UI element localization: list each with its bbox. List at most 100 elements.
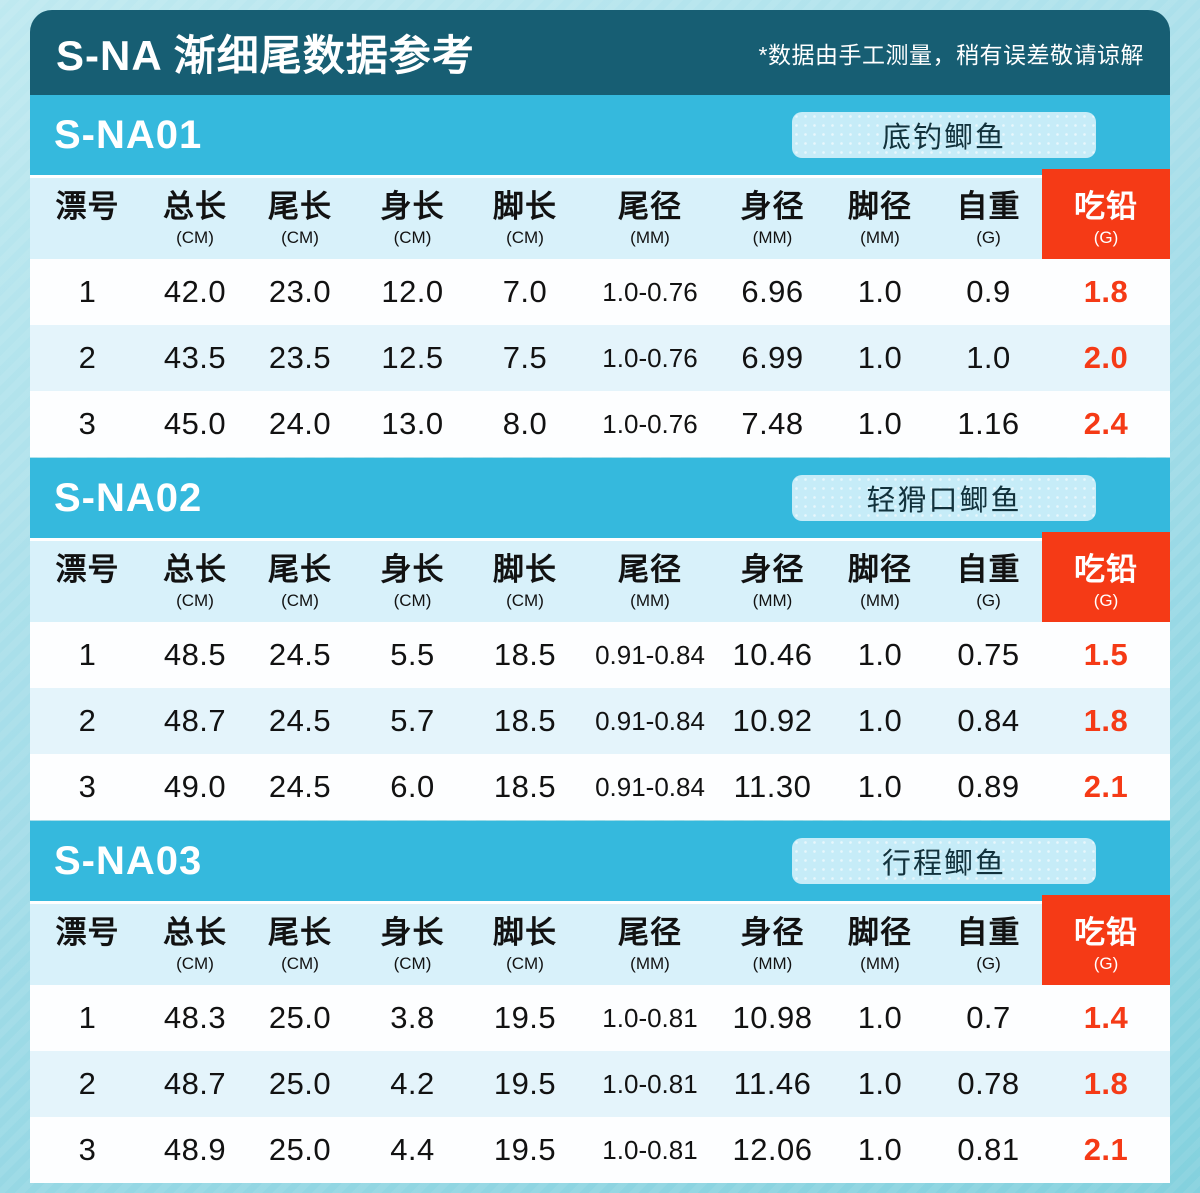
table-cell: 2.4 <box>1083 406 1129 441</box>
table-cell: 1.0-0.76 <box>602 276 698 307</box>
column-header-4: 脚长 (CM) <box>470 541 580 622</box>
section-header: S-NA03 行程鲫鱼 <box>30 821 1170 901</box>
column-label: 自重 <box>956 552 1021 588</box>
fish-type-badge: 行程鲫鱼 <box>792 838 1096 884</box>
table-cell: 24.5 <box>268 703 332 738</box>
table-cell: 45.0 <box>163 406 227 441</box>
column-label: 身径 <box>740 552 805 588</box>
section-s-na03: S-NA03 行程鲫鱼 漂号 总长 (CM) 尾长 (CM) 身长 (CM) 脚… <box>30 821 1170 1183</box>
table-cell: 2.1 <box>1083 1132 1129 1167</box>
section-header: S-NA01 底钓鲫鱼 <box>30 95 1170 175</box>
fish-type-badge: 底钓鲫鱼 <box>792 112 1096 158</box>
column-header-4: 脚长 (CM) <box>470 904 580 985</box>
table-cell: 5.7 <box>390 703 435 738</box>
column-unit: (G) <box>976 227 1001 247</box>
column-header-1: 总长 (CM) <box>145 178 245 259</box>
table-cell: 1.0-0.81 <box>602 1134 698 1165</box>
column-unit: (G) <box>1093 227 1119 247</box>
column-label: 脚长 <box>493 189 557 225</box>
column-header-lead-capacity: 吃铅 (G) <box>1042 532 1170 622</box>
table-cell: 1.8 <box>1083 274 1129 309</box>
section-s-na01: S-NA01 底钓鲫鱼 漂号 总长 (CM) 尾长 (CM) 身长 (CM) 脚… <box>30 95 1170 457</box>
column-label: 自重 <box>956 915 1021 951</box>
column-unit: (MM) <box>860 953 900 973</box>
table-row: 3 48.9 25.0 4.4 19.5 1.0-0.81 12.06 1.0 0.81 2.1 <box>30 1117 1170 1183</box>
table-cell: 5.5 <box>390 637 435 672</box>
table-cell: 0.91-0.84 <box>595 705 705 736</box>
table-cell: 1.16 <box>957 406 1020 441</box>
table-cell: 48.7 <box>163 703 227 738</box>
column-label: 总长 <box>163 189 227 225</box>
column-label: 身长 <box>380 189 445 225</box>
table-row: 1 48.3 25.0 3.8 19.5 1.0-0.81 10.98 1.0 0.7 1.4 <box>30 985 1170 1051</box>
column-header-7: 脚径 (MM) <box>825 178 935 259</box>
column-header-1: 总长 (CM) <box>145 904 245 985</box>
column-unit: (MM) <box>860 590 900 610</box>
column-label: 漂号 <box>55 552 120 588</box>
column-header-3: 身长 (CM) <box>355 541 470 622</box>
column-unit: (G) <box>976 953 1001 973</box>
column-header-2: 尾长 (CM) <box>245 541 355 622</box>
column-label: 吃铅 <box>1074 552 1138 588</box>
column-unit: (CM) <box>281 227 319 247</box>
table-cell: 2 <box>78 703 97 738</box>
table-cell: 7.5 <box>502 340 548 375</box>
column-label: 尾径 <box>618 552 682 588</box>
table-cell: 43.5 <box>163 340 227 375</box>
page-title: S-NA 渐细尾数据参考 <box>56 32 475 79</box>
column-label: 脚径 <box>848 915 912 951</box>
column-unit: (CM) <box>506 227 544 247</box>
table-cell: 4.2 <box>390 1066 435 1101</box>
column-header-6: 身径 (MM) <box>720 541 825 622</box>
column-header-5: 尾径 (MM) <box>580 541 720 622</box>
table-cell: 48.9 <box>163 1132 227 1167</box>
table-row: 3 45.0 24.0 13.0 8.0 1.0-0.76 7.48 1.0 1.16 2.4 <box>30 391 1170 457</box>
table-cell: 0.7 <box>966 1000 1011 1035</box>
column-label: 脚长 <box>493 915 557 951</box>
table-cell: 0.81 <box>957 1132 1020 1167</box>
table-cell: 2 <box>78 1066 97 1101</box>
table-cell: 18.5 <box>493 703 557 738</box>
column-label: 吃铅 <box>1074 189 1138 225</box>
column-label: 脚径 <box>848 189 912 225</box>
table-cell: 12.06 <box>732 1132 813 1167</box>
table-cell: 12.0 <box>381 274 444 309</box>
table-cell: 11.46 <box>733 1066 812 1101</box>
table-cell: 1.0 <box>857 1066 903 1101</box>
table-cell: 1.8 <box>1083 1066 1129 1101</box>
table-cell: 6.99 <box>741 340 804 375</box>
section-header: S-NA02 轻猾口鲫鱼 <box>30 458 1170 538</box>
table-cell: 7.0 <box>502 274 548 309</box>
table-cell: 48.5 <box>163 637 227 672</box>
table-cell: 0.78 <box>957 1066 1020 1101</box>
table-cell: 1 <box>78 637 97 672</box>
table-cell: 1.0 <box>857 274 903 309</box>
column-header-7: 脚径 (MM) <box>825 541 935 622</box>
table-cell: 3.8 <box>390 1000 435 1035</box>
column-label: 身长 <box>380 915 445 951</box>
model-name: S-NA02 <box>54 475 203 520</box>
table-cell: 23.0 <box>268 274 332 309</box>
column-header-1: 总长 (CM) <box>145 541 245 622</box>
table-row: 1 42.0 23.0 12.0 7.0 1.0-0.76 6.96 1.0 0.9 1.8 <box>30 259 1170 325</box>
column-unit: (CM) <box>393 953 432 973</box>
column-unit: (MM) <box>752 227 793 247</box>
column-unit: (G) <box>1093 590 1119 610</box>
column-header-8: 自重 (G) <box>935 178 1042 259</box>
table-cell: 2.1 <box>1083 769 1129 804</box>
table-cell: 1.0 <box>857 637 903 672</box>
table-cell: 2.0 <box>1083 340 1129 375</box>
table-cell: 24.5 <box>268 769 332 804</box>
column-header-5: 尾径 (MM) <box>580 904 720 985</box>
table-cell: 0.75 <box>957 637 1020 672</box>
column-label: 尾长 <box>268 915 332 951</box>
table-cell: 12.5 <box>381 340 444 375</box>
measurement-disclaimer: *数据由手工测量，稍有误差敬请谅解 <box>758 41 1144 68</box>
column-unit: (MM) <box>630 953 670 973</box>
table-cell: 1 <box>78 1000 97 1035</box>
table-cell: 0.89 <box>957 769 1020 804</box>
table-cell: 1.0 <box>857 340 903 375</box>
model-name: S-NA01 <box>54 112 203 157</box>
column-unit: (CM) <box>176 590 214 610</box>
title-banner: S-NA 渐细尾数据参考 *数据由手工测量，稍有误差敬请谅解 <box>30 10 1170 95</box>
